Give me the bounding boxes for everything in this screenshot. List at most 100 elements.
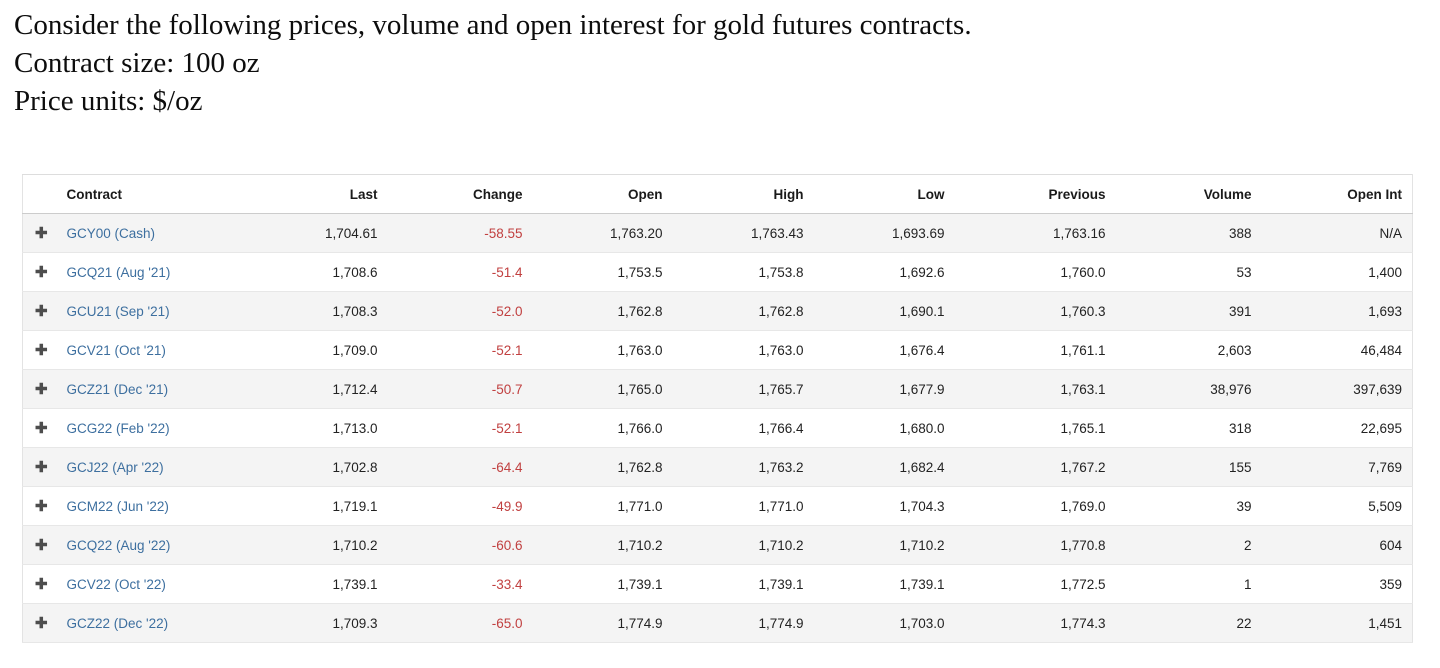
contract-link[interactable]: GCQ22 (Aug '22) xyxy=(66,537,171,553)
table-row: ✚ GCU21 (Sep '21) 1,708.3 -52.0 1,762.8 … xyxy=(22,291,1413,331)
last-cell: 1,708.6 xyxy=(247,252,388,292)
high-cell: 1,753.8 xyxy=(672,252,814,292)
column-header-open-int[interactable]: Open Int xyxy=(1261,174,1413,214)
high-cell: 1,774.9 xyxy=(672,603,814,643)
column-header-change[interactable]: Change xyxy=(387,174,533,214)
table-row: ✚ GCV22 (Oct '22) 1,739.1 -33.4 1,739.1 … xyxy=(22,564,1413,604)
column-header-open[interactable]: Open xyxy=(532,174,673,214)
plus-icon[interactable]: ✚ xyxy=(35,575,48,593)
last-cell: 1,702.8 xyxy=(247,447,388,487)
contract-cell: GCZ22 (Dec '22) xyxy=(62,603,248,643)
table-row: ✚ GCQ22 (Aug '22) 1,710.2 -60.6 1,710.2 … xyxy=(22,525,1413,565)
open-cell: 1,762.8 xyxy=(532,291,673,331)
previous-cell: 1,763.1 xyxy=(954,369,1116,409)
open-int-cell: 1,693 xyxy=(1261,291,1413,331)
low-cell: 1,704.3 xyxy=(813,486,955,526)
open-int-cell: 7,769 xyxy=(1261,447,1413,487)
plus-icon[interactable]: ✚ xyxy=(35,614,48,632)
contract-cell: GCQ22 (Aug '22) xyxy=(62,525,248,565)
expander-cell: ✚ xyxy=(22,252,63,292)
plus-icon[interactable]: ✚ xyxy=(35,536,48,554)
contract-link[interactable]: GCQ21 (Aug '21) xyxy=(66,264,171,280)
previous-cell: 1,760.3 xyxy=(954,291,1116,331)
open-cell: 1,765.0 xyxy=(532,369,673,409)
table-row: ✚ GCV21 (Oct '21) 1,709.0 -52.1 1,763.0 … xyxy=(22,330,1413,370)
table-row: ✚ GCQ21 (Aug '21) 1,708.6 -51.4 1,753.5 … xyxy=(22,252,1413,292)
change-cell: -51.4 xyxy=(387,252,533,292)
open-cell: 1,739.1 xyxy=(532,564,673,604)
expander-cell: ✚ xyxy=(22,408,63,448)
plus-icon[interactable]: ✚ xyxy=(35,380,48,398)
table-row: ✚ GCG22 (Feb '22) 1,713.0 -52.1 1,766.0 … xyxy=(22,408,1413,448)
change-cell: -33.4 xyxy=(387,564,533,604)
previous-cell: 1,765.1 xyxy=(954,408,1116,448)
change-cell: -52.1 xyxy=(387,330,533,370)
previous-cell: 1,770.8 xyxy=(954,525,1116,565)
previous-cell: 1,774.3 xyxy=(954,603,1116,643)
previous-cell: 1,760.0 xyxy=(954,252,1116,292)
previous-cell: 1,769.0 xyxy=(954,486,1116,526)
open-int-cell: 1,451 xyxy=(1261,603,1413,643)
open-cell: 1,753.5 xyxy=(532,252,673,292)
contract-link[interactable]: GCM22 (Jun '22) xyxy=(66,498,169,514)
previous-cell: 1,767.2 xyxy=(954,447,1116,487)
contract-link[interactable]: GCZ22 (Dec '22) xyxy=(66,615,169,631)
volume-cell: 155 xyxy=(1115,447,1262,487)
contract-cell: GCV22 (Oct '22) xyxy=(62,564,248,604)
low-cell: 1,739.1 xyxy=(813,564,955,604)
volume-cell: 2,603 xyxy=(1115,330,1262,370)
plus-icon[interactable]: ✚ xyxy=(35,341,48,359)
column-header-low[interactable]: Low xyxy=(813,174,955,214)
column-header-previous[interactable]: Previous xyxy=(954,174,1116,214)
low-cell: 1,680.0 xyxy=(813,408,955,448)
contract-link[interactable]: GCV22 (Oct '22) xyxy=(66,576,166,592)
plus-icon[interactable]: ✚ xyxy=(35,458,48,476)
contract-cell: GCV21 (Oct '21) xyxy=(62,330,248,370)
expander-cell: ✚ xyxy=(22,564,63,604)
contract-link[interactable]: GCV21 (Oct '21) xyxy=(66,342,166,358)
low-cell: 1,676.4 xyxy=(813,330,955,370)
contract-link[interactable]: GCY00 (Cash) xyxy=(66,225,156,241)
low-cell: 1,690.1 xyxy=(813,291,955,331)
change-cell: -50.7 xyxy=(387,369,533,409)
volume-cell: 2 xyxy=(1115,525,1262,565)
contract-link[interactable]: GCJ22 (Apr '22) xyxy=(66,459,164,475)
futures-table-body: ✚ GCY00 (Cash) 1,704.61 -58.55 1,763.20 … xyxy=(22,213,1413,643)
previous-cell: 1,772.5 xyxy=(954,564,1116,604)
column-header-high[interactable]: High xyxy=(672,174,814,214)
plus-icon[interactable]: ✚ xyxy=(35,224,48,242)
plus-icon[interactable]: ✚ xyxy=(35,263,48,281)
volume-cell: 391 xyxy=(1115,291,1262,331)
contract-link[interactable]: GCU21 (Sep '21) xyxy=(66,303,170,319)
table-row: ✚ GCJ22 (Apr '22) 1,702.8 -64.4 1,762.8 … xyxy=(22,447,1413,487)
open-cell: 1,771.0 xyxy=(532,486,673,526)
open-cell: 1,762.8 xyxy=(532,447,673,487)
low-cell: 1,682.4 xyxy=(813,447,955,487)
plus-icon[interactable]: ✚ xyxy=(35,302,48,320)
column-header-last[interactable]: Last xyxy=(247,174,388,214)
contract-link[interactable]: GCG22 (Feb '22) xyxy=(66,420,170,436)
plus-icon[interactable]: ✚ xyxy=(35,497,48,515)
expander-column-header xyxy=(22,174,63,214)
volume-cell: 53 xyxy=(1115,252,1262,292)
change-cell: -52.1 xyxy=(387,408,533,448)
expander-cell: ✚ xyxy=(22,330,63,370)
contract-link[interactable]: GCZ21 (Dec '21) xyxy=(66,381,169,397)
column-header-contract[interactable]: Contract xyxy=(62,174,248,214)
open-cell: 1,763.20 xyxy=(532,213,673,253)
last-cell: 1,710.2 xyxy=(247,525,388,565)
futures-quotes-panel: Contract Last Change Open High Low Previous Vol… xyxy=(22,174,1413,643)
last-cell: 1,719.1 xyxy=(247,486,388,526)
high-cell: 1,771.0 xyxy=(672,486,814,526)
expander-cell: ✚ xyxy=(22,213,63,253)
table-row: ✚ GCM22 (Jun '22) 1,719.1 -49.9 1,771.0 … xyxy=(22,486,1413,526)
open-int-cell: 46,484 xyxy=(1261,330,1413,370)
open-int-cell: 1,400 xyxy=(1261,252,1413,292)
column-header-volume[interactable]: Volume xyxy=(1115,174,1262,214)
high-cell: 1,762.8 xyxy=(672,291,814,331)
intro-line-2: Contract size: 100 oz xyxy=(14,47,260,79)
plus-icon[interactable]: ✚ xyxy=(35,419,48,437)
expander-cell: ✚ xyxy=(22,369,63,409)
last-cell: 1,708.3 xyxy=(247,291,388,331)
intro-line-3: Price units: $/oz xyxy=(14,85,203,117)
